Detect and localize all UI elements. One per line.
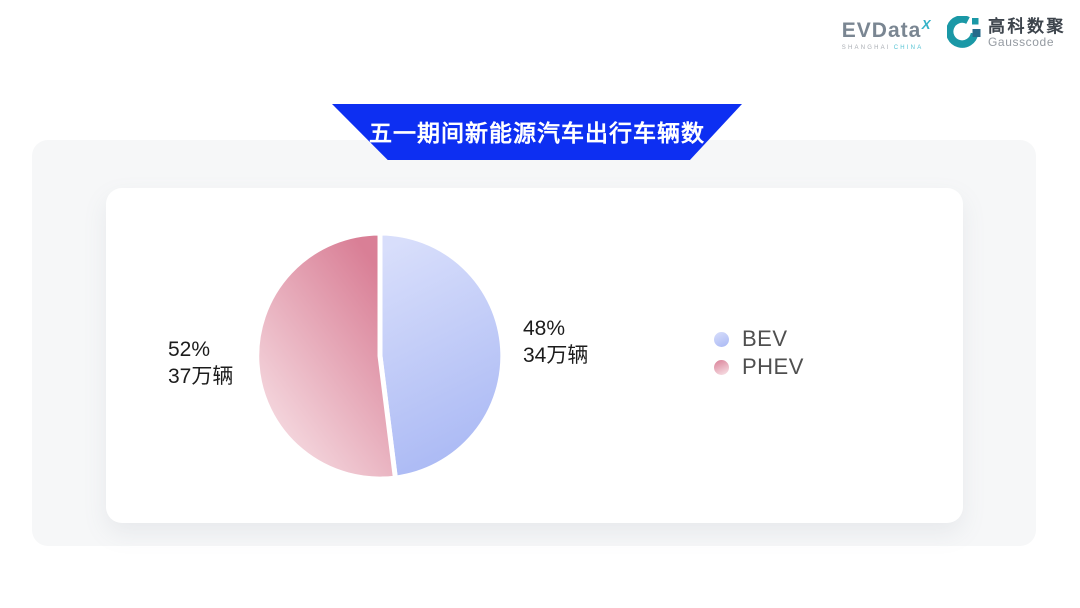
pie-slice-phev[interactable] [254, 230, 398, 482]
pie-chart [254, 230, 506, 482]
content-panel: 52% 37万辆 48% 34万辆 BEV PHEV [32, 140, 1036, 546]
evdata-logo-text: EVData [841, 19, 922, 42]
pie-slice-bev[interactable] [377, 230, 506, 481]
evdata-wordmark: EVDataX [841, 17, 934, 42]
logo-bar: EVDataX SHANGHAI CHINA 高科数聚 Gausscode [842, 16, 1066, 51]
legend-item-bev[interactable]: BEV [714, 326, 804, 351]
gausscode-name-en: Gausscode [988, 35, 1055, 50]
gausscode-logo: 高科数聚 Gausscode [947, 16, 1066, 50]
bev-legend-dot [714, 331, 729, 347]
phev-legend-dot [714, 359, 729, 375]
title-banner: 五一期间新能源汽车出行车辆数 [332, 104, 742, 160]
phev-percent: 52% [168, 338, 211, 361]
chart-card: 52% 37万辆 48% 34万辆 BEV PHEV [106, 188, 963, 523]
phev-data-label: 52% 37万辆 [168, 336, 233, 390]
bev-percent: 48% [523, 317, 566, 340]
bev-data-label: 48% 34万辆 [523, 315, 588, 369]
gausscode-icon [947, 16, 981, 48]
gausscode-name-cn: 高科数聚 [988, 16, 1066, 36]
legend-item-phev[interactable]: PHEV [714, 354, 804, 379]
page-title: 五一期间新能源汽车出行车辆数 [369, 120, 705, 146]
phev-value: 37万辆 [168, 365, 234, 388]
phev-legend-label: PHEV [742, 354, 804, 379]
evdata-x-mark: X [920, 17, 934, 32]
evdata-logo: EVDataX SHANGHAI CHINA [841, 16, 934, 51]
evdata-tagline: SHANGHAI CHINA [842, 45, 931, 51]
gausscode-text: 高科数聚 Gausscode [988, 17, 1066, 50]
chart-legend: BEV PHEV [714, 326, 804, 379]
evdata-tagline-right: CHINA [893, 45, 924, 51]
evdata-tagline-left: SHANGHAI [841, 45, 891, 51]
bev-legend-label: BEV [742, 326, 788, 351]
bev-value: 34万辆 [523, 344, 589, 367]
